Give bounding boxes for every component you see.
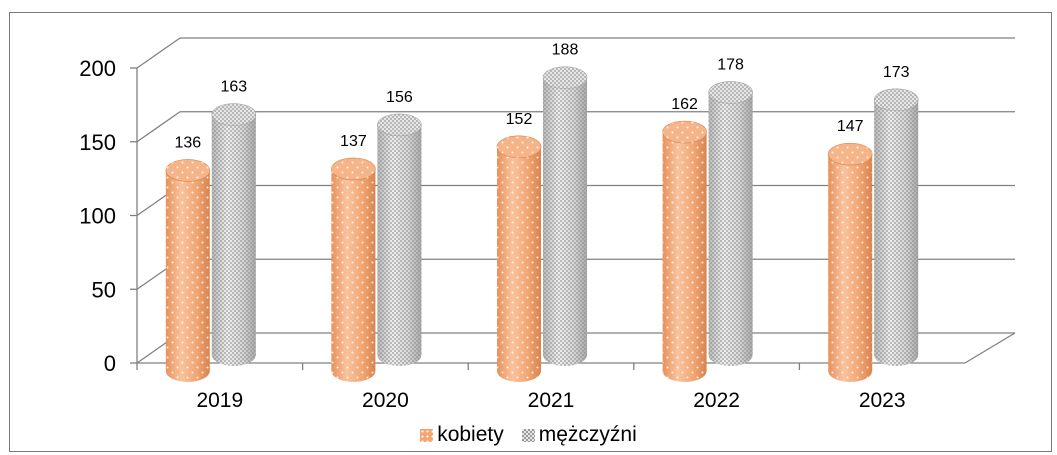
data-label-2019-mężczyźni: 163 <box>220 79 247 96</box>
bar-texture <box>708 92 753 366</box>
gridline-side-200 <box>136 37 181 69</box>
legend-swatch-kobiety <box>420 428 434 442</box>
data-label-2019-kobiety: 136 <box>174 134 201 151</box>
bar-2019-mężczyźni <box>211 103 257 366</box>
bar-2022-mężczyźni <box>708 81 753 366</box>
bar-top-texture <box>708 81 753 104</box>
bar-texture <box>165 170 210 382</box>
bar-texture <box>211 114 256 366</box>
bar-2019-kobiety <box>165 159 211 382</box>
bar-top-texture <box>211 103 256 126</box>
x-tick-label-2023: 2023 <box>859 389 906 412</box>
legend-label-mezczyzni: mężczyźni <box>538 423 637 446</box>
bar-top-texture <box>165 159 210 182</box>
bar-texture <box>543 77 587 366</box>
bar-texture <box>377 124 422 367</box>
x-tick-label-2020: 2020 <box>362 389 409 412</box>
bar-top-texture <box>331 157 376 180</box>
bar-top-texture <box>543 66 587 89</box>
bar-2023-mężczyźni <box>873 88 919 366</box>
bar-chart: 0 50 100 150 200 2019 163 136 2020 156 137 2021 188… <box>79 37 1016 412</box>
data-label-2022-kobiety: 162 <box>671 96 698 113</box>
data-label-2020-mężczyźni: 156 <box>386 89 413 106</box>
bar-top-texture <box>377 113 422 136</box>
y-tick-label-0: 0 <box>104 351 116 376</box>
x-tick-label-2021: 2021 <box>528 389 575 412</box>
data-label-2023-mężczyźni: 173 <box>883 64 910 81</box>
bar-texture <box>874 99 919 366</box>
y-tick-label-150: 150 <box>79 130 116 155</box>
legend-item-kobiety: kobiety <box>420 423 504 447</box>
data-label-2023-kobiety: 147 <box>837 118 864 135</box>
x-tick-label-2019: 2019 <box>196 389 243 412</box>
y-tick-label-200: 200 <box>79 56 116 81</box>
data-label-2021-kobiety: 152 <box>506 111 533 128</box>
floor-right-edge <box>964 332 1016 364</box>
x-tick-label-2022: 2022 <box>693 389 740 412</box>
bar-top-texture <box>662 121 707 144</box>
legend-item-mezczyzni: mężczyźni <box>521 423 637 447</box>
bar-2022-kobiety <box>662 120 707 382</box>
y-tick-label-50: 50 <box>92 277 116 302</box>
bar-texture <box>828 154 873 382</box>
bar-texture <box>331 168 376 382</box>
gridline-side-150 <box>136 111 181 143</box>
bar-2021-mężczyźni <box>542 66 588 366</box>
bar-top-texture <box>874 88 919 111</box>
legend-swatch-mezczyzni <box>521 428 535 442</box>
data-label-2021-mężczyźni: 188 <box>552 42 579 59</box>
legend-label-kobiety: kobiety <box>437 423 504 446</box>
bar-2020-mężczyźni <box>377 113 422 367</box>
bar-texture <box>662 132 707 382</box>
bar-2021-kobiety <box>496 135 542 382</box>
bar-top-texture <box>497 135 541 158</box>
legend: kobiety mężczyźni <box>0 423 1057 447</box>
bar-2023-kobiety <box>827 142 873 382</box>
bar-top-texture <box>828 143 873 166</box>
y-tick-label-100: 100 <box>79 204 116 229</box>
bar-texture <box>497 146 541 382</box>
data-label-2022-mężczyźni: 178 <box>717 56 744 73</box>
data-label-2020-kobiety: 137 <box>340 133 367 150</box>
bar-2020-kobiety <box>331 157 376 382</box>
